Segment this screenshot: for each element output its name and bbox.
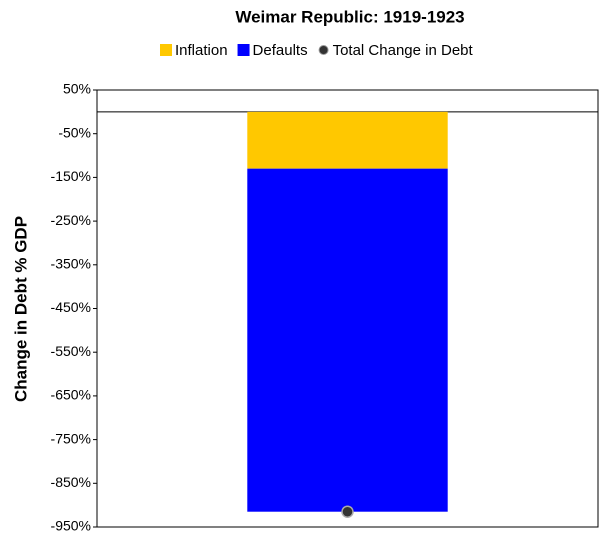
y-tick-label: -150% (51, 168, 91, 184)
y-tick-label: -250% (51, 212, 91, 228)
bar-segment (247, 111, 448, 169)
y-tick-label: -50% (58, 124, 91, 140)
y-tick-label: 50% (63, 81, 91, 97)
legend-label: Total Change in Debt (333, 42, 474, 59)
y-tick-label: -550% (51, 343, 91, 359)
legend-marker (318, 45, 329, 55)
chart-title: Weimar Republic: 1919-1923 (235, 7, 464, 26)
y-tick-label: -450% (51, 299, 91, 315)
legend-label: Defaults (253, 42, 308, 59)
y-tick-label: -850% (51, 474, 91, 490)
y-tick-label: -350% (51, 256, 91, 272)
y-axis-label: Change in Debt % GDP (11, 216, 30, 402)
y-tick-label: -750% (51, 430, 91, 446)
y-tick-label: -650% (51, 387, 91, 403)
legend-swatch (237, 44, 250, 56)
legend-swatch (160, 44, 172, 56)
legend-label: Inflation (175, 42, 228, 59)
total-marker (341, 505, 354, 518)
y-tick-label: -950% (51, 518, 91, 534)
bar-segment (247, 168, 448, 512)
